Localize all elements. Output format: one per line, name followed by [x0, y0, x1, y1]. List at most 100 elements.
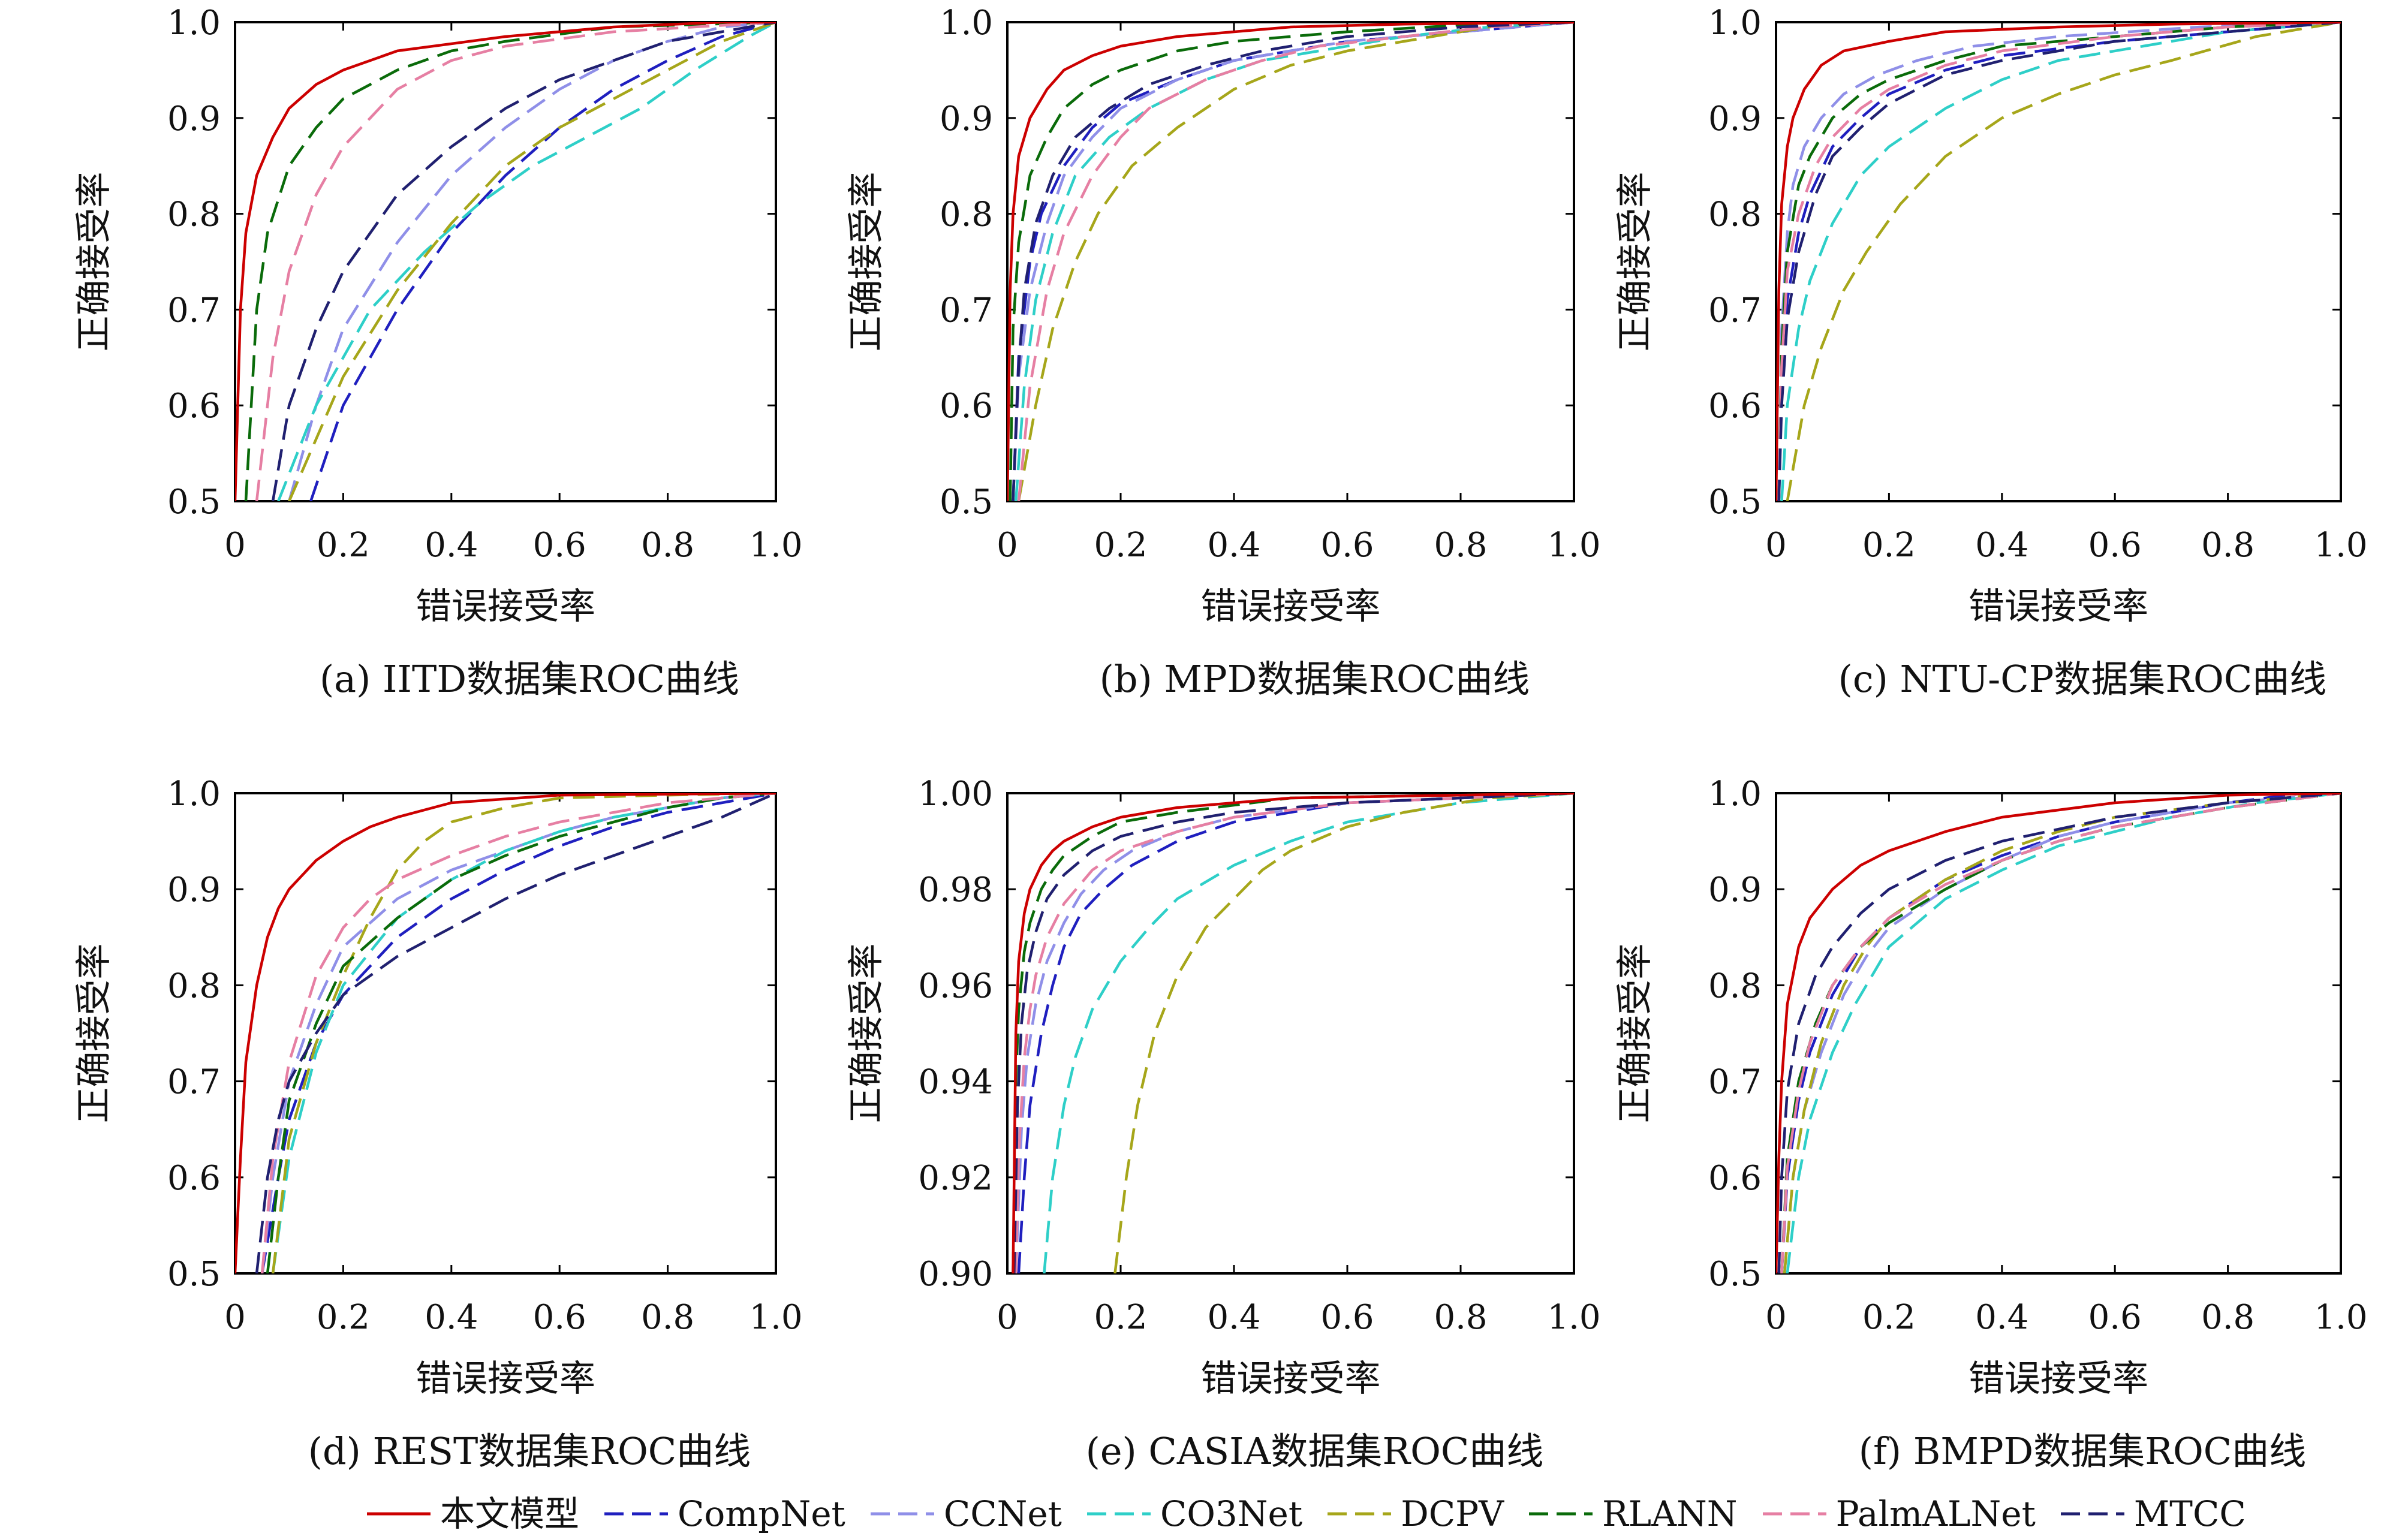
- x-tick-label: 0.2: [1094, 1298, 1147, 1337]
- series-line-本文模型: [235, 22, 776, 501]
- legend-label: CO3Net: [1160, 1493, 1303, 1534]
- plot-frame: [1006, 21, 1575, 502]
- y-axis-label: 正确接受率: [1614, 172, 1656, 352]
- x-tick-label: 0: [997, 1298, 1018, 1337]
- series-line-MTCC: [1777, 793, 2341, 1273]
- x-tick-label: 0.8: [641, 526, 694, 565]
- legend-swatch: [367, 1512, 431, 1516]
- legend-label: CompNet: [678, 1493, 845, 1534]
- series-line-DCPV: [1113, 793, 1574, 1273]
- legend-label: 本文模型: [440, 1493, 580, 1534]
- x-tick-label: 0.6: [2088, 1298, 2142, 1337]
- y-tick-label: 1.0: [940, 4, 993, 43]
- series-line-CompNet: [1012, 22, 1574, 501]
- y-tick-label: 0.98: [918, 871, 993, 909]
- series-line-RLANN: [1012, 793, 1574, 1273]
- series-line-CompNet: [1780, 793, 2314, 1273]
- y-axis-label: 正确接受率: [845, 944, 887, 1124]
- y-tick-label: 0.9: [1708, 100, 1762, 138]
- chart-panel-3: 0.5 0.6 0.7 0.8 0.9 1.0 0 0.2 0.4 0.6 0.8 1.0 错误接受率 正…: [1614, 4, 2368, 701]
- series-line-CCNet: [1777, 22, 2341, 501]
- y-tick-label: 0.96: [918, 966, 993, 1005]
- series-line-CO3Net: [1780, 22, 2341, 501]
- x-tick-label: 0.8: [2201, 526, 2255, 565]
- series-line-MTCC: [271, 22, 776, 501]
- y-tick-label: 0.7: [940, 291, 993, 330]
- x-axis-label: 错误接受率: [1201, 1358, 1381, 1400]
- y-tick-label: 0.8: [167, 966, 221, 1005]
- series-line-CO3Net: [1786, 793, 2341, 1273]
- y-tick-label: 1.0: [167, 4, 221, 43]
- y-tick-label: 0.9: [167, 100, 221, 138]
- y-tick-label: 0.5: [1708, 483, 1762, 522]
- x-tick-label: 1.0: [1547, 1298, 1600, 1337]
- legend-item: CCNet: [869, 1496, 1062, 1531]
- x-tick-label: 0: [997, 526, 1018, 565]
- y-tick-label: 0.9: [1708, 871, 1762, 909]
- x-tick-label: 0.2: [317, 1298, 370, 1337]
- legend-label: CCNet: [943, 1493, 1062, 1534]
- legend-item: PalmALNet: [1762, 1496, 2036, 1531]
- plot-frame: [234, 792, 777, 1275]
- series-line-本文模型: [1007, 22, 1574, 501]
- series-line-MTCC: [1012, 22, 1574, 501]
- x-tick-label: 0.6: [1320, 1298, 1374, 1337]
- series-line-CO3Net: [271, 793, 776, 1273]
- series-line-DCPV: [271, 793, 776, 1273]
- y-tick-label: 0.94: [918, 1063, 993, 1102]
- series-line-MTCC: [1777, 22, 2341, 501]
- plot-frame: [1006, 792, 1575, 1275]
- series-line-CompNet: [260, 793, 776, 1273]
- x-tick-label: 0.2: [1862, 526, 1916, 565]
- y-tick-label: 0.6: [167, 1159, 221, 1198]
- y-tick-label: 0.9: [940, 100, 993, 138]
- series-line-CCNet: [1012, 22, 1574, 501]
- x-tick-label: 0: [1765, 1298, 1787, 1337]
- series-line-MTCC: [255, 793, 776, 1273]
- chart-panel-5: 0.90 0.92 0.94 0.96 0.98 1.00 0 0.2 0.4 0.6 0.8 1.0…: [845, 775, 1601, 1473]
- series-line-DCPV: [1017, 22, 1574, 501]
- chart-panel-1: 0.5 0.6 0.7 0.8 0.9 1.0 0 0.2 0.4 0.6 0.8 1.0 错误接受率 正…: [73, 4, 803, 701]
- y-tick-label: 0.5: [1708, 1255, 1762, 1294]
- legend-swatch: [870, 1512, 934, 1516]
- y-tick-label: 0.9: [167, 871, 221, 909]
- x-tick-label: 1.0: [1547, 526, 1600, 565]
- y-tick-label: 0.8: [167, 195, 221, 234]
- series-line-PalmALNet: [1017, 22, 1574, 501]
- legend-label: MTCC: [2133, 1493, 2246, 1534]
- series-line-CO3Net: [1043, 793, 1574, 1273]
- legend-label: DCPV: [1401, 1493, 1504, 1534]
- x-tick-label: 0.2: [1862, 1298, 1916, 1337]
- chart-panel-4: 0.5 0.6 0.7 0.8 0.9 1.0 0 0.2 0.4 0.6 0.8 1.0 错误接受率 正…: [73, 775, 803, 1473]
- series-line-本文模型: [1776, 793, 2341, 1273]
- series-line-RLANN: [266, 793, 776, 1273]
- y-tick-label: 0.7: [167, 291, 221, 330]
- y-tick-label: 0.7: [167, 1063, 221, 1102]
- x-tick-label: 1.0: [749, 526, 802, 565]
- y-tick-label: 0.5: [167, 483, 221, 522]
- legend-swatch: [1528, 1512, 1593, 1516]
- plot-frame: [1775, 792, 2342, 1275]
- y-tick-label: 0.8: [1708, 195, 1762, 234]
- x-tick-label: 0.4: [1975, 1298, 2028, 1337]
- x-tick-label: 0.4: [425, 526, 478, 565]
- x-tick-label: 0.8: [2201, 1298, 2255, 1337]
- panel-caption: (c) NTU-CP数据集ROC曲线: [1838, 657, 2327, 701]
- legend-item: MTCC: [2060, 1496, 2246, 1531]
- legend-swatch: [1328, 1512, 1392, 1516]
- legend-swatch: [2060, 1512, 2124, 1516]
- legend-item: RLANN: [1528, 1496, 1738, 1531]
- x-tick-label: 0: [1765, 526, 1787, 565]
- figure-legend: 本文模型 CompNet CCNet CO3Net DCPV RLANN PalmALNet…: [366, 1493, 2284, 1535]
- x-tick-label: 0.4: [1975, 526, 2028, 565]
- series-group: [1776, 793, 2341, 1273]
- panel-caption: (f) BMPD数据集ROC曲线: [1859, 1429, 2306, 1473]
- x-axis-label: 错误接受率: [416, 1358, 595, 1400]
- series-line-RLANN: [244, 22, 776, 501]
- series-line-CCNet: [1014, 793, 1574, 1273]
- y-tick-label: 0.90: [918, 1255, 993, 1294]
- series-line-PalmALNet: [1014, 793, 1574, 1273]
- series-line-CCNet: [288, 22, 776, 501]
- legend-swatch: [604, 1512, 669, 1516]
- y-tick-label: 0.6: [1708, 1159, 1762, 1198]
